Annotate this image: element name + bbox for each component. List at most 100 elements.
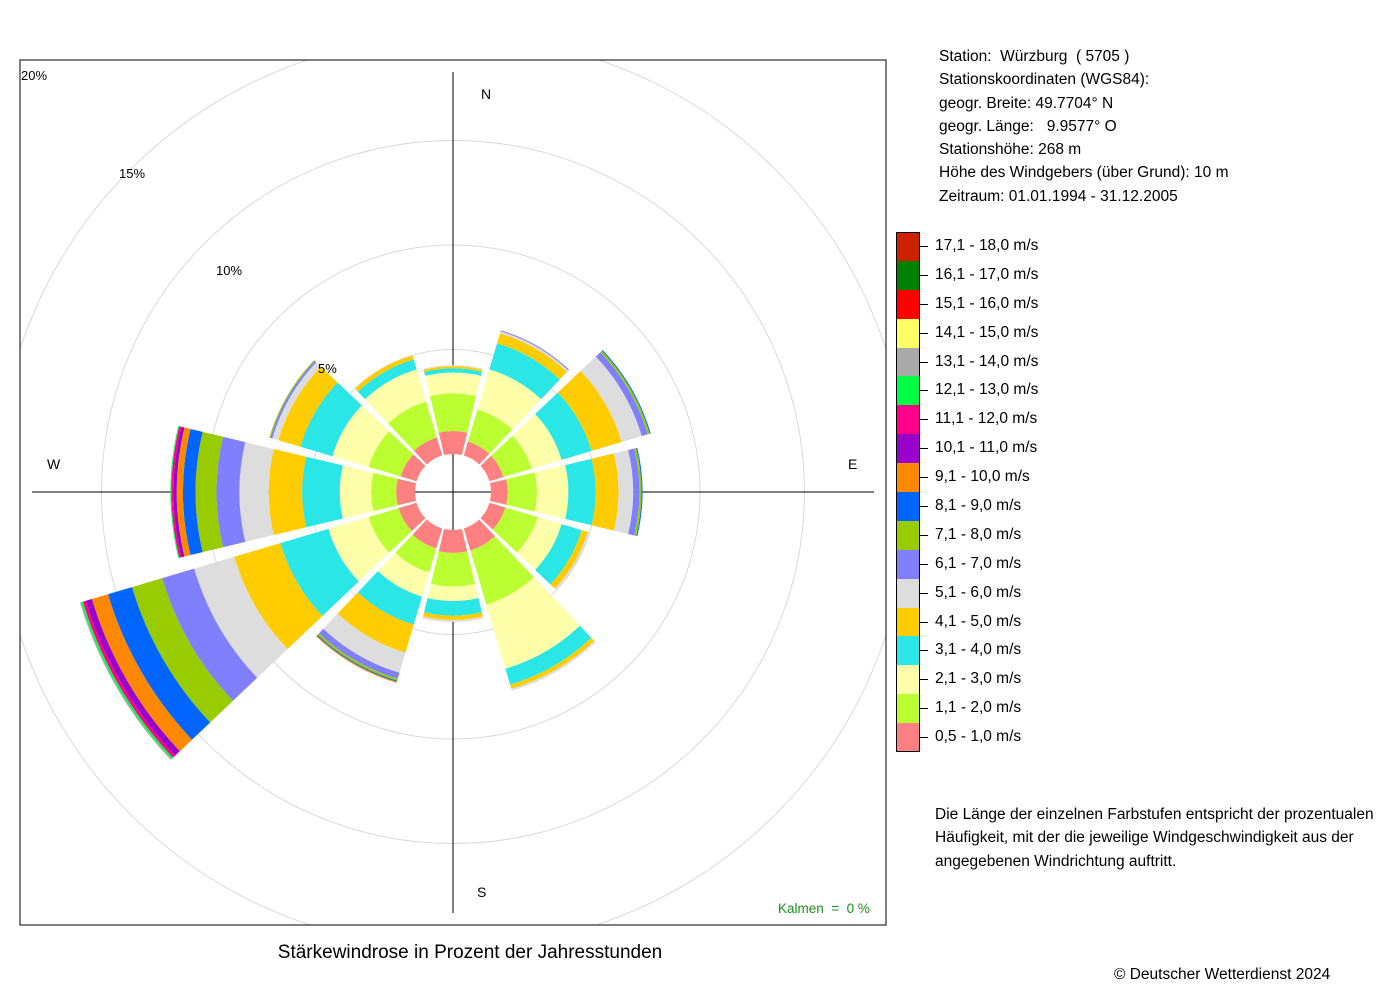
sector-330-segment-4 (354, 355, 414, 392)
sector-180-segment-2 (427, 583, 479, 602)
sector-300-segment-3 (300, 382, 362, 457)
legend-tick (920, 621, 928, 623)
legend-label: 0,5 - 1,0 m/s (935, 728, 1022, 746)
legend-swatch (896, 463, 920, 493)
sector-120-segment-3 (535, 524, 582, 585)
sector-270-segment-0 (396, 478, 417, 506)
sector-210-segment-3 (357, 571, 423, 625)
sector-60-segment-0 (480, 455, 504, 482)
sector-180-segment-5 (422, 616, 484, 622)
sector-90-segment-4 (591, 453, 619, 531)
sector-240-segment-10 (85, 598, 180, 756)
sector-60-segment-3 (535, 392, 592, 460)
calm-label: Kalmen = 0 % (778, 901, 870, 916)
sector-150-segment-0 (463, 519, 495, 551)
sector-330-segment-3 (357, 359, 417, 400)
legend-swatch (896, 434, 920, 464)
sector-30-segment-3 (489, 343, 560, 400)
sector-240-segment-4 (234, 543, 323, 650)
legend-tick (920, 390, 928, 392)
sector-150-segment-3 (505, 625, 592, 685)
legend-swatch (896, 694, 920, 724)
sector-270-segment-11 (171, 426, 182, 558)
sector-0-segment-1 (429, 393, 477, 433)
sector-240-segment-0 (398, 502, 426, 532)
sector-270-segment-3 (302, 456, 343, 528)
sector-90-segment-1 (506, 472, 537, 512)
sector-150-segment-4 (510, 637, 595, 689)
legend-tick (920, 477, 928, 479)
compass-label-north: N (481, 86, 491, 102)
sector-180-segment-3 (424, 598, 482, 616)
legend-swatch (896, 549, 920, 579)
legend-label: 10,1 - 11,0 m/s (935, 439, 1038, 457)
sector-240-segment-6 (162, 568, 258, 701)
sector-30-segment-1 (467, 409, 513, 454)
copyright-notice: © Deutscher Wetterdienst 2024 (1114, 966, 1331, 983)
legend-tick (920, 506, 928, 508)
sector-180-segment-1 (430, 551, 476, 587)
sector-330-segment-1 (388, 401, 437, 451)
sector-270-segment-9 (176, 427, 191, 557)
sector-240-segment-1 (368, 508, 412, 553)
sector-90-segment-3 (565, 458, 596, 526)
sector-120-segment-2 (516, 517, 562, 570)
sector-30-segment-4 (497, 333, 567, 380)
ring-label-5: 5% (318, 361, 337, 376)
legend-label: 13,1 - 14,0 m/s (935, 352, 1039, 370)
legend-tick (920, 361, 928, 363)
sector-210-segment-6 (318, 628, 400, 679)
legend-label: 9,1 - 10,0 m/s (935, 468, 1030, 486)
sector-30-segment-5 (500, 331, 569, 372)
sector-270-segment-10 (173, 426, 185, 558)
sector-150-segment-1 (470, 536, 534, 605)
legend-label: 11,1 - 12,0 m/s (935, 410, 1038, 428)
legend-tick (920, 303, 928, 305)
legend-tick (920, 332, 928, 334)
station-latitude: geogr. Breite: 49.7704° N (939, 94, 1114, 112)
sector-240-segment-2 (328, 517, 390, 582)
sector-240-segment-3 (280, 528, 359, 616)
plot-frame (19, 59, 887, 926)
legend-label: 2,1 - 3,0 m/s (935, 670, 1022, 688)
sector-60-segment-5 (580, 356, 642, 443)
compass-axes (32, 72, 874, 913)
compass-label-east: E (848, 456, 857, 472)
sector-240-segment-9 (91, 594, 192, 752)
legend-tick (920, 448, 928, 450)
ring-label-15: 15% (119, 166, 145, 181)
sector-90-segment-7 (634, 448, 642, 536)
sector-210-segment-2 (377, 552, 430, 597)
sector-90-segment-6 (628, 448, 640, 536)
sector-210-segment-0 (412, 519, 443, 549)
legend-tick (920, 274, 928, 276)
sector-240-segment-7 (132, 578, 233, 723)
legend-swatch (896, 636, 920, 666)
station-longitude: geogr. Länge: 9.9577° O (939, 117, 1117, 135)
legend-swatch (896, 318, 920, 348)
time-period: Zeitraum: 01.01.1994 - 31.12.2005 (939, 187, 1178, 205)
legend-swatch (896, 607, 920, 637)
legend-swatch (896, 289, 920, 319)
legend-tick (920, 708, 928, 710)
sector-0-segment-3 (424, 368, 482, 376)
legend-swatch (896, 520, 920, 550)
sector-300-segment-5 (272, 362, 321, 441)
legend-swatch (896, 405, 920, 435)
ring-label-10: 10% (216, 263, 242, 278)
explanation-note: Die Länge der einzelnen Farbstufen entsp… (935, 806, 1374, 870)
sector-240-segment-8 (107, 587, 211, 740)
station-coords-heading: Stationskoordinaten (WGS84): (939, 71, 1150, 89)
sector-300-segment-2 (332, 405, 390, 467)
legend-label: 15,1 - 16,0 m/s (935, 294, 1039, 312)
sector-180-segment-0 (438, 528, 468, 553)
legend-tick (920, 419, 928, 421)
station-name: Station: Würzburg ( 5705 ) (939, 48, 1130, 65)
compass-label-south: S (477, 884, 486, 900)
compass-label-west: W (47, 456, 61, 472)
legend-tick (920, 679, 928, 681)
legend-tick (920, 737, 928, 739)
anemometer-height: Höhe des Windgebers (über Grund): 10 m (939, 164, 1229, 182)
legend-swatch (896, 347, 920, 377)
